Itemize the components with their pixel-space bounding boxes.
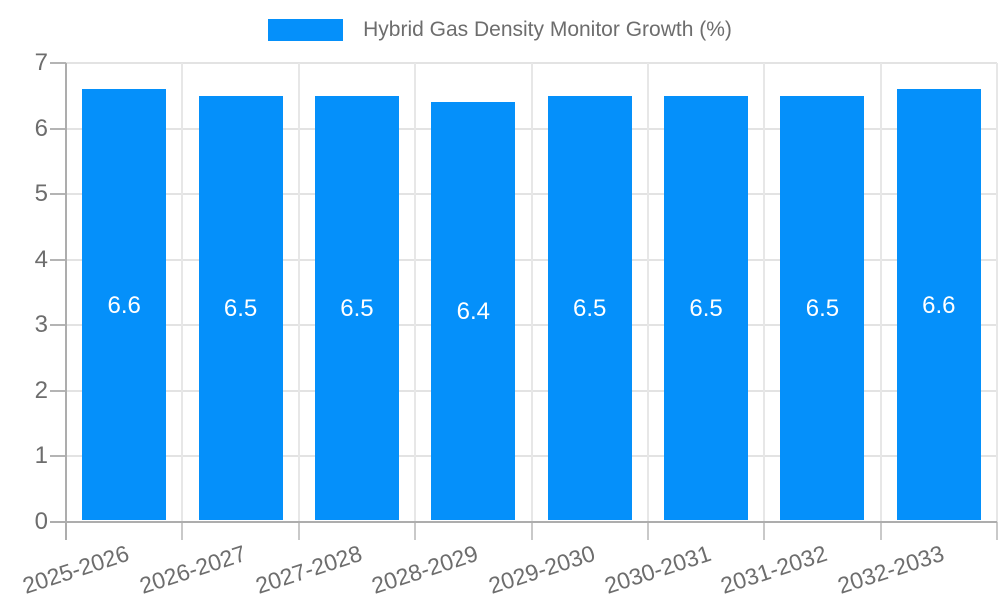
y-axis-tick-label: 6: [34, 114, 48, 142]
y-tick-mark: [50, 324, 66, 327]
y-axis-tick-label: 0: [34, 508, 48, 535]
bar-value-label: 6.4: [456, 298, 490, 326]
y-tick-mark: [50, 127, 66, 130]
x-axis-line: [50, 521, 997, 523]
bar-value-label: 6.5: [689, 294, 723, 322]
y-tick-mark: [50, 62, 66, 64]
x-gridline: [181, 63, 184, 522]
bar-value-label: 6.5: [573, 294, 607, 322]
bar: [431, 102, 516, 520]
x-axis-tick-label: 2031-2032: [717, 540, 831, 599]
x-axis-tick-label: 2030-2031: [601, 540, 715, 599]
y-axis-tick-label: 7: [34, 49, 48, 76]
x-tick-mark: [414, 522, 417, 540]
x-tick-mark: [646, 522, 649, 540]
y-tick-mark: [50, 193, 66, 196]
x-tick-mark: [879, 522, 882, 540]
bar-value-label: 6.5: [223, 294, 258, 322]
x-tick-mark: [181, 522, 184, 540]
bar-value-label: 6.6: [107, 291, 141, 319]
bar-value-label: 6.6: [922, 291, 956, 319]
x-axis-tick-label: 2027-2028: [252, 540, 365, 599]
legend-color-swatch: [268, 19, 344, 41]
x-axis-tick-label: 2025-2026: [19, 540, 133, 599]
legend-item[interactable]: Hybrid Gas Density Monitor Growth (%): [268, 18, 732, 42]
x-gridline: [996, 63, 998, 522]
y-axis-tick-label: 1: [34, 442, 48, 470]
bar: [314, 95, 399, 520]
x-gridline: [763, 63, 766, 522]
bar: [664, 95, 749, 520]
x-axis-tick-label: 2032-2033: [834, 540, 947, 599]
x-tick-mark: [763, 522, 766, 540]
bar-value-label: 6.5: [340, 294, 374, 322]
x-gridline: [879, 63, 882, 522]
y-axis-tick-label: 5: [34, 180, 48, 208]
y-axis-line: [65, 63, 67, 540]
x-gridline: [646, 63, 649, 522]
x-axis-tick-label: 2029-2030: [485, 540, 598, 599]
bar: [82, 89, 167, 520]
bar-value-label: 6.5: [805, 294, 840, 322]
bar: [896, 89, 981, 520]
chart-legend: Hybrid Gas Density Monitor Growth (%): [0, 18, 1000, 42]
legend-label: Hybrid Gas Density Monitor Growth (%): [363, 18, 732, 41]
x-gridline: [414, 63, 417, 522]
y-axis-tick-label: 4: [34, 245, 48, 273]
bar: [198, 95, 283, 520]
x-axis-tick-label: 2026-2027: [135, 540, 249, 599]
bar: [547, 95, 632, 520]
x-tick-mark: [530, 522, 533, 540]
y-tick-mark: [50, 455, 66, 458]
x-gridline: [297, 63, 300, 522]
x-tick-mark: [297, 522, 300, 540]
x-axis-tick-label: 2028-2029: [368, 540, 482, 599]
y-axis-tick-label: 3: [34, 311, 48, 339]
x-gridline: [530, 63, 533, 522]
y-tick-mark: [50, 258, 66, 261]
x-tick-mark: [996, 522, 998, 540]
bar: [780, 95, 865, 520]
y-axis-tick-label: 2: [34, 376, 48, 404]
y-tick-mark: [50, 389, 66, 392]
